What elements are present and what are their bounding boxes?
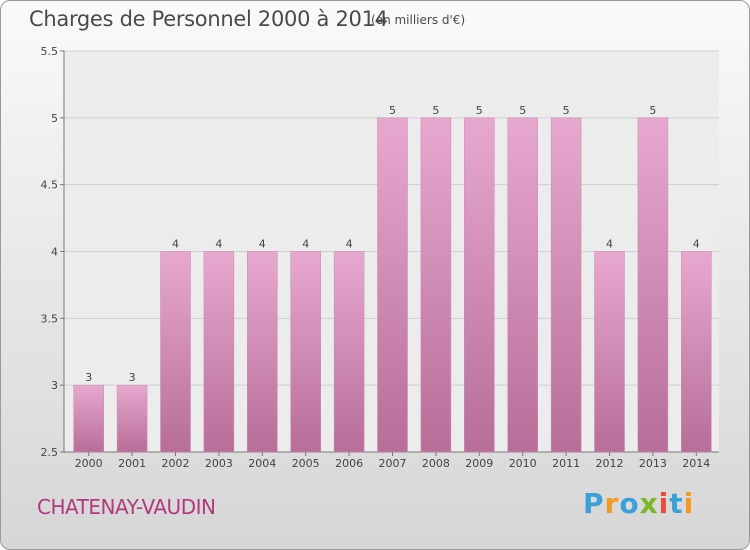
data-label-2006: 4 bbox=[346, 238, 353, 251]
bar-2005[interactable] bbox=[290, 251, 321, 453]
bar-2011[interactable] bbox=[550, 117, 582, 453]
data-label-2002: 4 bbox=[172, 238, 179, 251]
data-label-2009: 5 bbox=[476, 104, 483, 117]
bar-2007[interactable] bbox=[377, 117, 408, 453]
logo-letter: o bbox=[619, 487, 640, 520]
bar-2003[interactable] bbox=[203, 251, 235, 453]
y-tick-label: 4 bbox=[51, 246, 58, 259]
chart-title: Charges de Personnel 2000 à 2014 bbox=[29, 7, 388, 31]
data-label-2000: 3 bbox=[85, 371, 92, 384]
y-tick-label: 4.5 bbox=[41, 179, 59, 192]
x-tick-label-2010: 2010 bbox=[509, 457, 537, 470]
x-tick-label-2007: 2007 bbox=[379, 457, 407, 470]
logo-letter: i bbox=[683, 487, 695, 520]
data-label-2013: 5 bbox=[649, 104, 656, 117]
data-label-2007: 5 bbox=[389, 104, 396, 117]
y-tick-label: 3.5 bbox=[41, 312, 59, 325]
data-label-2010: 5 bbox=[519, 104, 526, 117]
x-tick-label-2002: 2002 bbox=[162, 457, 190, 470]
bar-2000[interactable] bbox=[73, 384, 104, 453]
logo-letter: i bbox=[658, 487, 670, 520]
bar-2009[interactable] bbox=[464, 117, 495, 453]
y-tick-label: 2.5 bbox=[41, 446, 59, 459]
data-label-2005: 4 bbox=[302, 238, 309, 251]
x-tick-label-2009: 2009 bbox=[465, 457, 493, 470]
x-tick-label-2005: 2005 bbox=[292, 457, 320, 470]
x-tick-label-2003: 2003 bbox=[205, 457, 233, 470]
x-tick-label-2012: 2012 bbox=[596, 457, 624, 470]
bar-2004[interactable] bbox=[247, 251, 278, 453]
bar-2006[interactable] bbox=[333, 251, 365, 453]
logo-letter: x bbox=[639, 487, 659, 520]
data-label-2011: 5 bbox=[563, 104, 570, 117]
x-tick-label-2004: 2004 bbox=[248, 457, 276, 470]
logo-letter: t bbox=[669, 487, 684, 520]
proxiti-logo[interactable]: Proxiti bbox=[583, 487, 694, 520]
data-label-2008: 5 bbox=[432, 104, 439, 117]
bar-2002[interactable] bbox=[160, 251, 191, 453]
y-tick-label: 5 bbox=[51, 112, 58, 125]
place-name: CHATENAY-VAUDIN bbox=[37, 495, 216, 519]
logo-letter: r bbox=[604, 487, 620, 520]
bar-2008[interactable] bbox=[420, 117, 452, 453]
x-tick-label-2011: 2011 bbox=[552, 457, 580, 470]
data-label-2003: 4 bbox=[215, 238, 222, 251]
x-tick-label-2013: 2013 bbox=[639, 457, 667, 470]
x-tick-label-2001: 2001 bbox=[118, 457, 146, 470]
bars: 3 3 4 4 4 4 4 5 5 5 5 5 4 5 4 bbox=[73, 104, 712, 453]
data-label-2004: 4 bbox=[259, 238, 266, 251]
x-tick-label-2000: 2000 bbox=[75, 457, 103, 470]
x-tick-label-2014: 2014 bbox=[682, 457, 710, 470]
logo-letter: P bbox=[583, 487, 605, 520]
data-label-2012: 4 bbox=[606, 238, 613, 251]
data-label-2001: 3 bbox=[129, 371, 136, 384]
x-tick-label-2008: 2008 bbox=[422, 457, 450, 470]
x-tick-label-2006: 2006 bbox=[335, 457, 363, 470]
bar-2014[interactable] bbox=[681, 251, 712, 453]
y-tick-label: 5.5 bbox=[41, 45, 59, 58]
y-tick-label: 3 bbox=[51, 379, 58, 392]
data-label-2014: 4 bbox=[693, 238, 700, 251]
bar-2012[interactable] bbox=[594, 251, 625, 453]
bar-2010[interactable] bbox=[507, 117, 538, 453]
chart-subtitle: (en milliers d'€) bbox=[371, 13, 466, 27]
bar-2013[interactable] bbox=[637, 117, 669, 453]
bar-2001[interactable] bbox=[116, 384, 148, 453]
